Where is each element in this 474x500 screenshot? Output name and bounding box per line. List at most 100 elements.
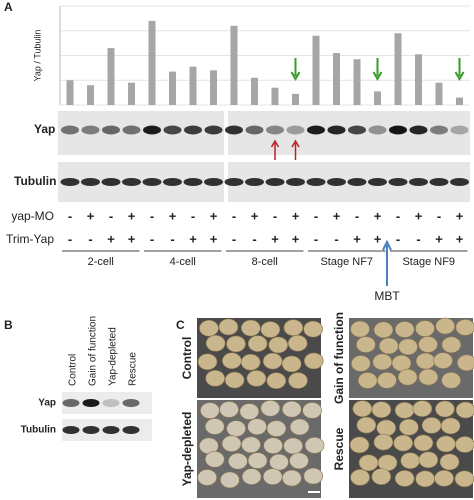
embryo — [268, 336, 289, 354]
embryo — [247, 418, 267, 435]
bar — [169, 71, 176, 105]
group-label: 2-cell — [88, 256, 114, 268]
embryo — [289, 418, 310, 436]
embryo — [224, 371, 245, 389]
bar — [148, 20, 156, 106]
arrow-head — [290, 71, 301, 82]
sign: + — [374, 208, 382, 223]
band — [143, 125, 161, 135]
band — [286, 125, 305, 135]
sign: + — [128, 231, 136, 246]
embryo — [197, 469, 218, 486]
sign: - — [191, 208, 195, 223]
band — [122, 399, 140, 407]
sign: + — [210, 231, 218, 246]
embryo — [394, 321, 415, 338]
embryo — [266, 372, 287, 390]
embryo — [378, 337, 399, 355]
embryo — [240, 319, 261, 337]
image-label: Rescue — [332, 427, 346, 470]
blot-label: Tubulin — [14, 174, 56, 188]
sign: - — [314, 231, 318, 246]
band — [102, 125, 120, 135]
lane-label: Rescue — [128, 352, 139, 386]
embryo — [418, 368, 439, 386]
embryo — [282, 469, 302, 487]
bar — [66, 80, 74, 105]
embryo — [240, 353, 261, 371]
sign: - — [314, 208, 318, 223]
bar — [415, 54, 422, 105]
sign: - — [88, 231, 92, 246]
embryo — [398, 338, 418, 356]
embryo — [372, 353, 393, 371]
embryo — [376, 419, 397, 437]
embryo — [260, 399, 281, 417]
sign: + — [292, 208, 300, 223]
row-label: Tubulin — [21, 425, 56, 436]
image-label: Control — [180, 337, 194, 380]
sign: + — [210, 208, 218, 223]
embryo — [204, 451, 225, 468]
embryo — [303, 467, 324, 485]
band — [184, 125, 202, 135]
band — [62, 399, 80, 407]
row-label: Trim-Yap — [6, 232, 54, 246]
band — [82, 399, 100, 407]
band — [409, 125, 428, 135]
sign: - — [334, 231, 338, 246]
embryo — [351, 355, 371, 372]
band — [224, 178, 244, 186]
band — [245, 125, 264, 135]
bar — [292, 93, 299, 105]
band — [388, 178, 408, 186]
band — [348, 125, 366, 135]
lane-label: Gain of function — [88, 316, 99, 386]
sign: - — [273, 208, 277, 223]
embryo — [269, 453, 289, 471]
embryo — [262, 352, 283, 370]
embryo — [241, 468, 262, 485]
embryo — [281, 355, 302, 373]
sign: + — [128, 208, 136, 223]
sign: - — [396, 208, 400, 223]
bar — [312, 35, 320, 106]
sign: - — [396, 231, 400, 246]
embryo — [357, 372, 378, 389]
embryo — [436, 435, 456, 453]
sign: - — [150, 231, 154, 246]
arrow-head — [382, 239, 392, 251]
embryo — [435, 317, 456, 335]
band — [286, 178, 305, 186]
embryo — [454, 470, 474, 488]
band — [122, 125, 141, 135]
embryo — [239, 403, 260, 420]
embryo — [247, 452, 268, 469]
sign: + — [169, 208, 177, 223]
sign: - — [437, 208, 441, 223]
embryo — [287, 334, 308, 352]
embryo — [247, 335, 268, 352]
band — [102, 426, 120, 434]
band — [122, 426, 140, 434]
embryo — [266, 420, 287, 437]
band — [82, 426, 100, 434]
embryo — [302, 402, 322, 419]
group-label: 4-cell — [170, 256, 196, 268]
bar — [456, 97, 463, 105]
panel-label: A — [4, 0, 13, 14]
embryo — [219, 401, 239, 418]
arrow-head — [270, 139, 280, 148]
embryo — [303, 352, 324, 370]
embryo — [373, 321, 394, 339]
band — [204, 178, 223, 186]
panel-label: B — [4, 318, 13, 332]
embryo — [204, 418, 225, 435]
embryo — [418, 451, 439, 469]
embryo — [394, 470, 415, 487]
band — [60, 178, 80, 186]
row-label: yap-MO — [11, 209, 54, 223]
sign: + — [189, 231, 197, 246]
band — [163, 125, 182, 135]
